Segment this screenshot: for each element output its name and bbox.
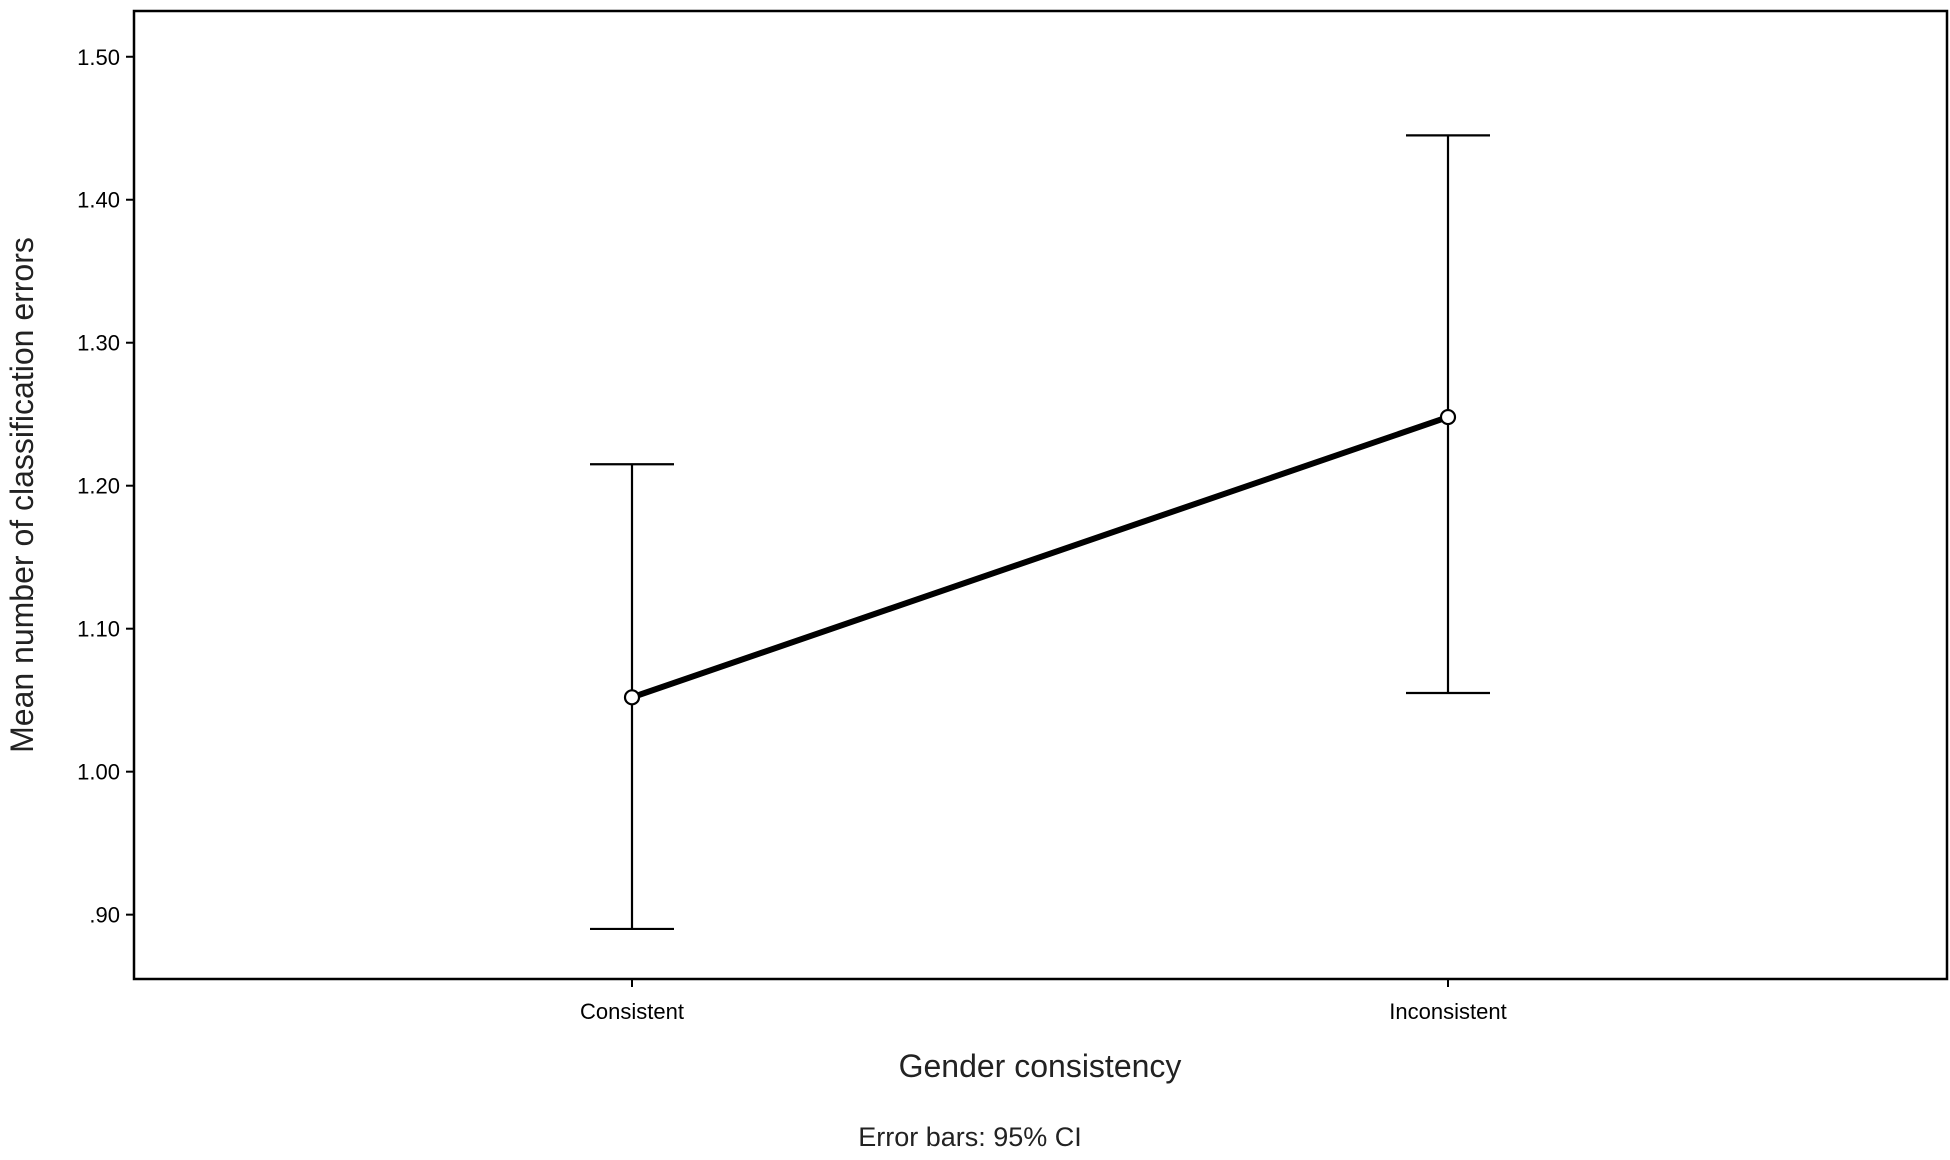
y-tick-label: 1.50	[77, 45, 120, 70]
data-point	[1439, 408, 1457, 426]
data-points	[623, 408, 1457, 706]
x-tick-label: Inconsistent	[1389, 999, 1506, 1024]
y-tick-label: 1.30	[77, 331, 120, 356]
series-lines	[629, 414, 1451, 701]
y-tick-label: 1.20	[77, 474, 120, 499]
y-tick-label: .90	[89, 903, 120, 928]
data-point	[623, 689, 641, 706]
y-tick-label: 1.00	[77, 760, 120, 785]
y-tick-label: 1.40	[77, 188, 120, 213]
x-axis-title: Gender consistency	[899, 1048, 1182, 1084]
x-axis-ticks: Consistent Inconsistent	[580, 979, 1507, 1024]
series-line	[629, 414, 1451, 701]
x-tick-label: Consistent	[580, 999, 684, 1024]
y-axis-title: Mean number of classification errors	[4, 237, 40, 753]
plot-frame	[132, 9, 1949, 981]
error-bars	[590, 134, 1490, 931]
y-tick-label: 1.10	[77, 617, 120, 642]
error-bars-footnote: Error bars: 95% CI	[858, 1122, 1082, 1152]
y-axis-ticks: .90 1.00 1.10 1.20 1.30 1.40 1.50	[77, 45, 134, 928]
